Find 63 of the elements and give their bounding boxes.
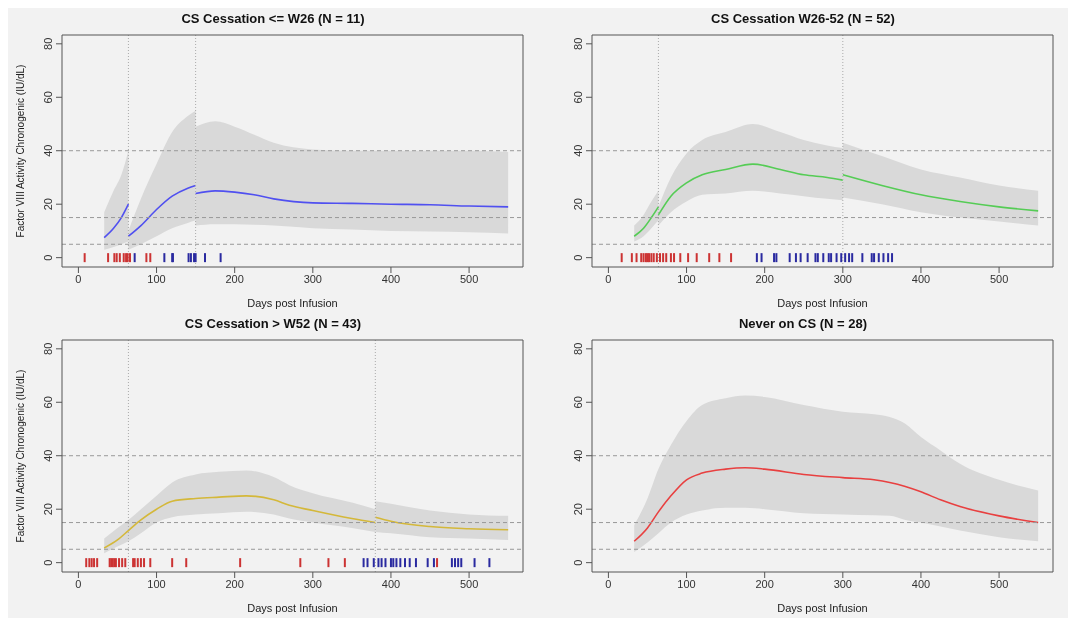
line-series [103, 495, 377, 549]
x-tick-label: 300 [303, 577, 322, 590]
x-tick-label: 500 [989, 272, 1009, 285]
y-tick-label: 0 [42, 254, 54, 261]
y-axis-title: Factor VIII Activity Chronogenic (IU/dL) [14, 64, 26, 238]
line-series [194, 190, 509, 208]
line-series [633, 466, 1039, 543]
x-axis-title: Days post Infusion [247, 297, 338, 309]
x-tick-label: 400 [911, 272, 931, 285]
line-series [842, 173, 1039, 212]
x-tick-label: 0 [605, 577, 612, 590]
x-tick-label: 300 [833, 272, 852, 285]
x-tick-label: 400 [911, 577, 931, 590]
y-tick-label: 60 [42, 396, 54, 409]
y-tick-label: 40 [42, 449, 54, 462]
x-tick-label: 100 [147, 272, 166, 285]
chart-title: CS Cessation > W52 (N = 43) [183, 315, 363, 333]
x-tick-label: 0 [605, 272, 612, 285]
y-tick-label: 80 [572, 342, 584, 355]
x-tick-label: 400 [381, 272, 401, 285]
y-tick-label: 0 [572, 559, 584, 566]
y-tick-label: 40 [42, 144, 54, 157]
x-tick-label: 200 [755, 272, 774, 285]
line-series [657, 163, 844, 216]
x-axis-title: Days post Infusion [777, 297, 868, 309]
y-tick-label: 40 [572, 144, 584, 157]
x-tick-label: 500 [459, 272, 479, 285]
x-tick-label: 400 [381, 577, 401, 590]
line-series [633, 206, 660, 238]
y-tick-label: 0 [572, 254, 584, 261]
chart-title: CS Cessation W26-52 (N = 52) [710, 10, 896, 28]
line-series [103, 203, 130, 239]
y-tick-label: 80 [572, 37, 584, 50]
y-tick-label: 20 [42, 198, 54, 211]
y-tick-label: 60 [572, 91, 584, 104]
x-tick-label: 300 [303, 272, 322, 285]
x-tick-label: 0 [75, 272, 82, 285]
chart-title: CS Cessation <= W26 (N = 11) [180, 10, 366, 28]
x-tick-label: 200 [755, 577, 774, 590]
x-tick-label: 300 [833, 577, 852, 590]
y-tick-label: 40 [572, 449, 584, 462]
y-tick-label: 60 [572, 396, 584, 409]
line-series [374, 516, 509, 531]
y-tick-label: 20 [572, 198, 584, 211]
y-tick-label: 20 [42, 503, 54, 516]
x-tick-label: 200 [225, 577, 244, 590]
line-series [127, 184, 197, 238]
x-axis-title: Days post Infusion [777, 602, 868, 614]
y-tick-label: 20 [572, 503, 584, 516]
y-tick-label: 60 [42, 91, 54, 104]
x-tick-label: 0 [75, 577, 82, 590]
chart-title: Never on CS (N = 28) [737, 315, 869, 333]
y-tick-label: 80 [42, 342, 54, 355]
y-axis-title: Factor VIII Activity Chronogenic (IU/dL) [14, 369, 26, 543]
y-tick-label: 0 [42, 559, 54, 566]
x-tick-label: 500 [989, 577, 1009, 590]
y-tick-label: 80 [42, 37, 54, 50]
x-axis-title: Days post Infusion [247, 602, 338, 614]
x-tick-label: 100 [677, 272, 696, 285]
x-tick-label: 200 [225, 272, 244, 285]
x-tick-label: 100 [677, 577, 696, 590]
x-tick-label: 100 [147, 577, 166, 590]
x-tick-label: 500 [459, 577, 479, 590]
